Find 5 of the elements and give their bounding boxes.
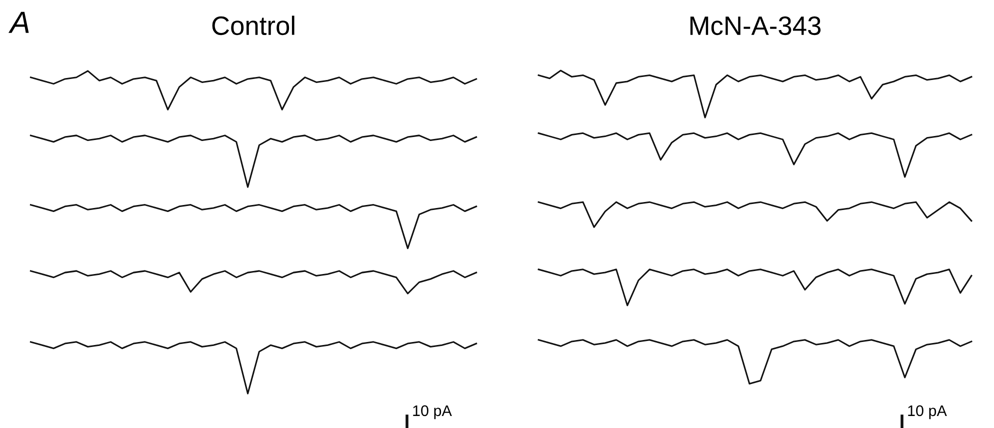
chart-title: Control <box>212 16 294 36</box>
text: 10 pA <box>413 405 452 420</box>
text: A <box>8 12 29 33</box>
chart-title: McN-A-343 <box>690 16 821 36</box>
text: 10 pA <box>908 405 947 420</box>
